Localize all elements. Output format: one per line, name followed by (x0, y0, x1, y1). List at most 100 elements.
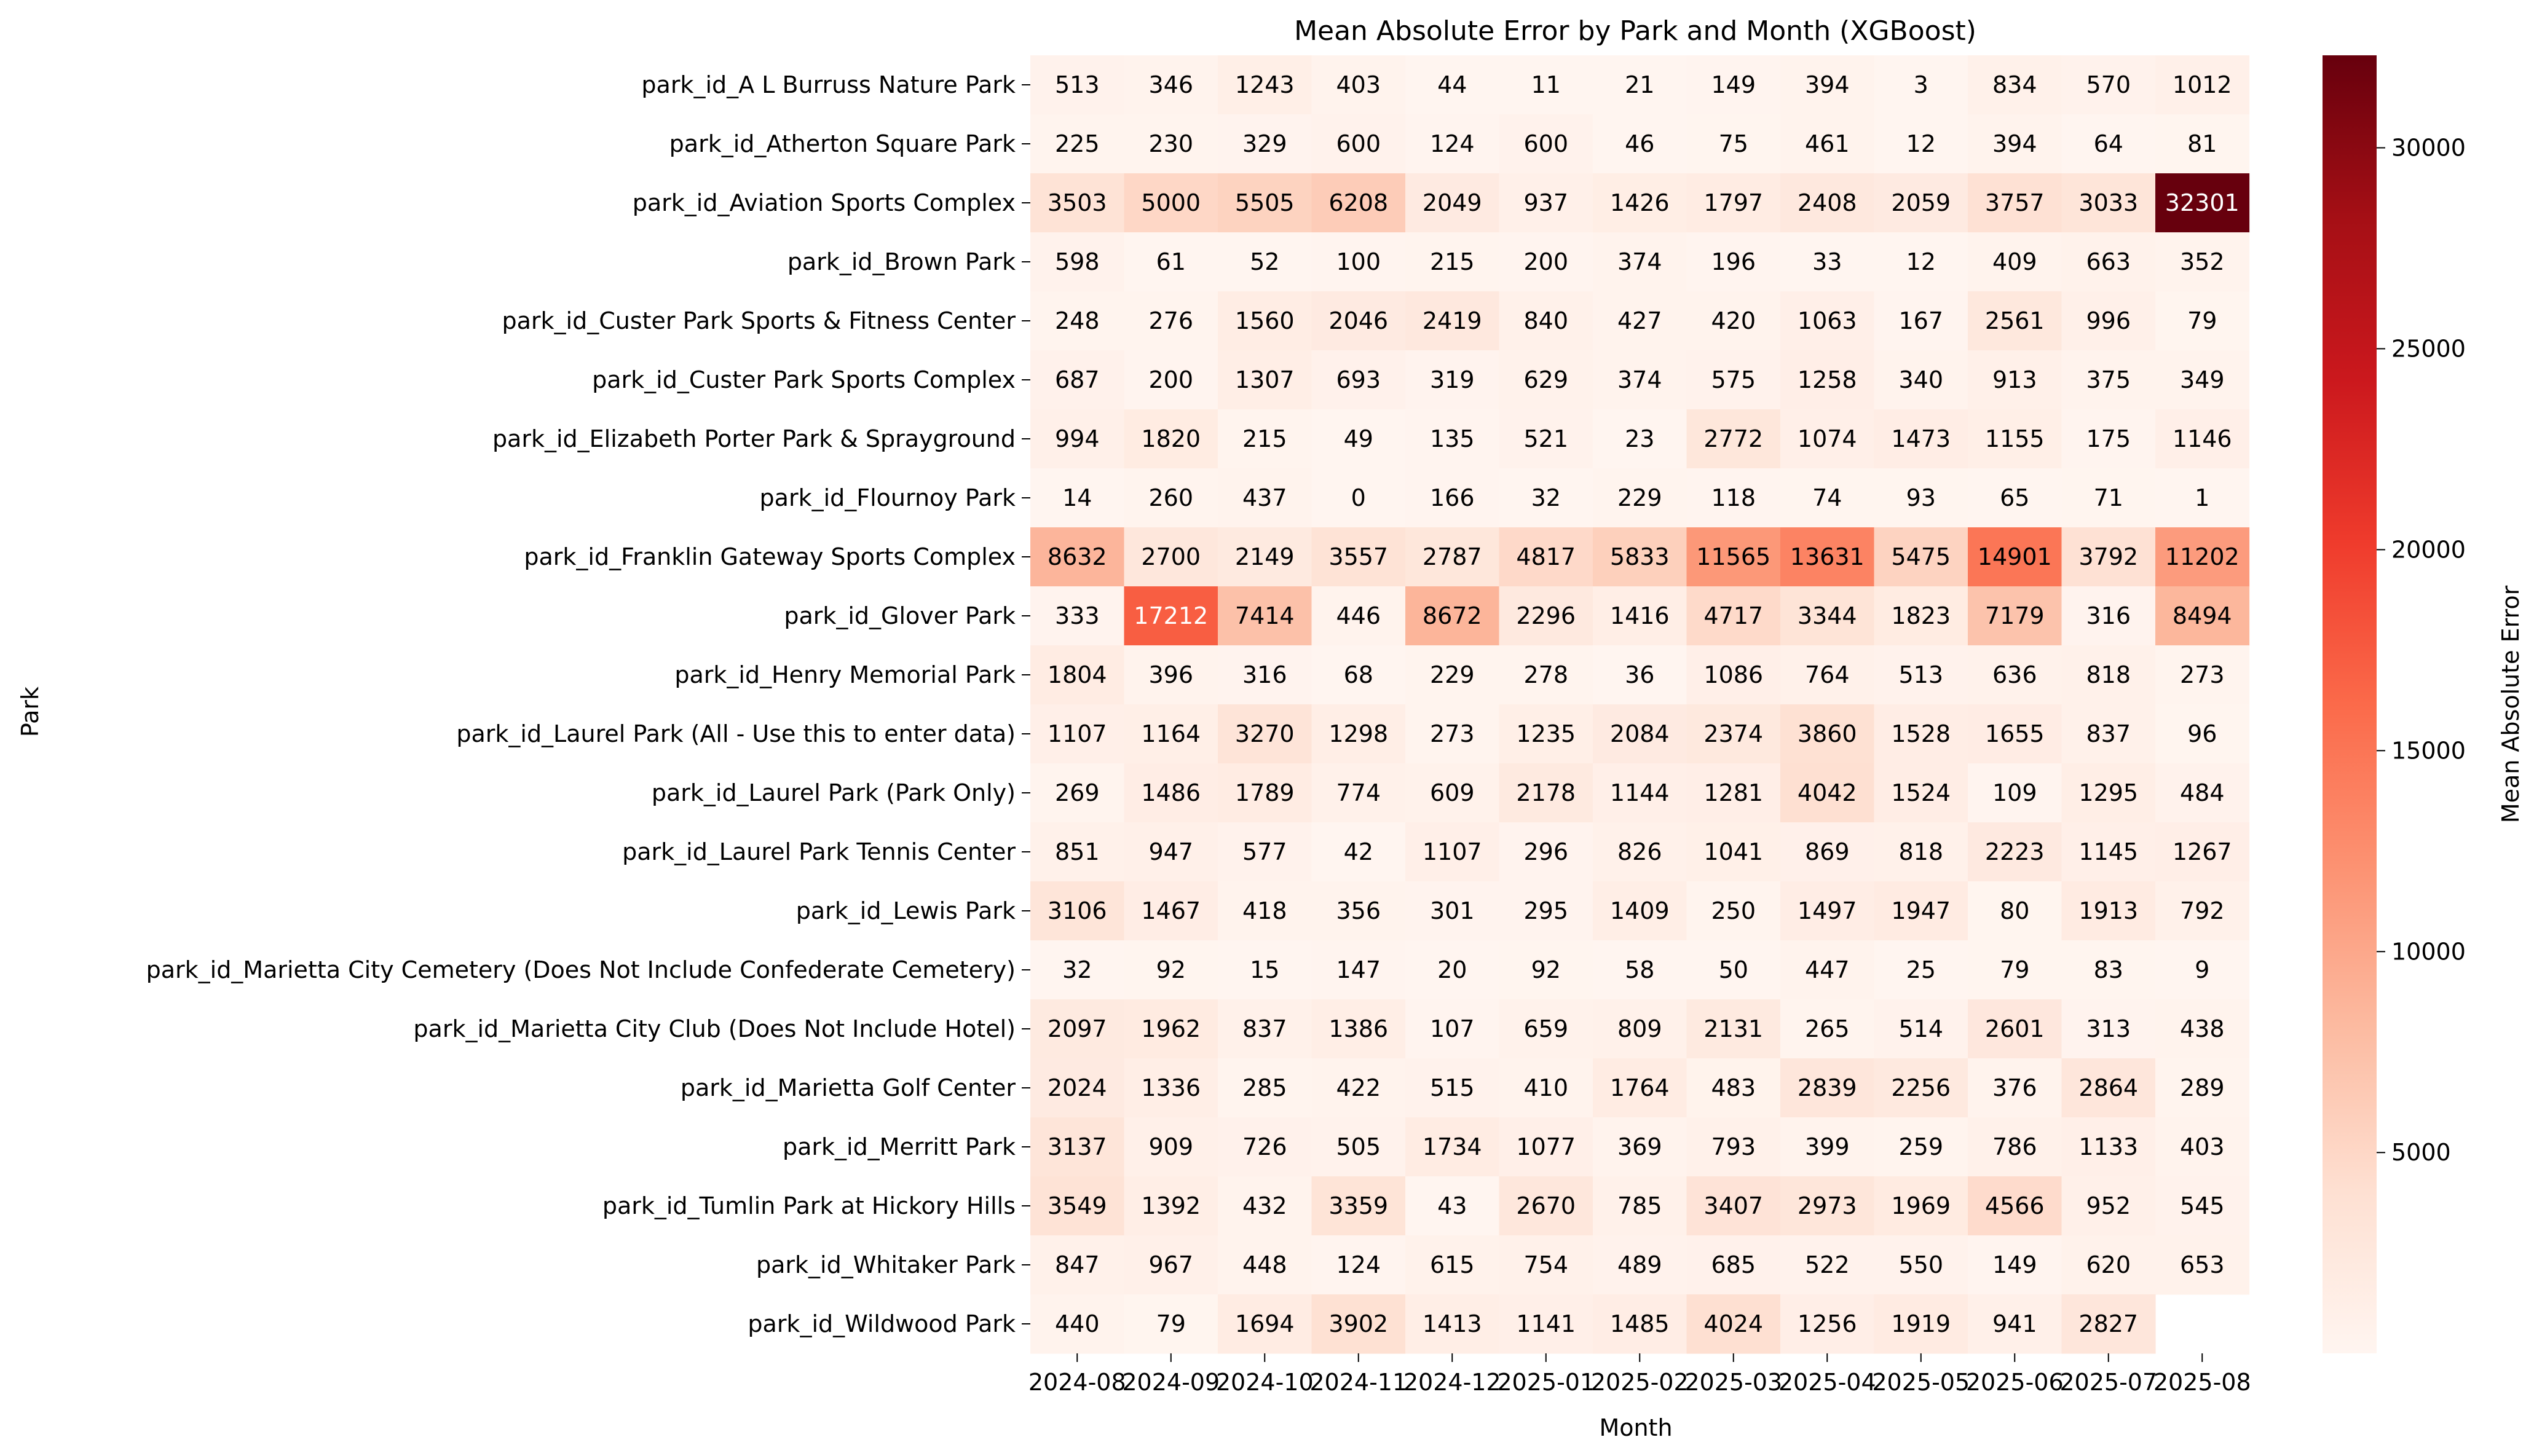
cell-value-label: 1298 (1328, 720, 1388, 747)
cell-value-label: 52 (1250, 248, 1279, 275)
heatmap-cell (1030, 1117, 1125, 1177)
y-axis-label: Park (17, 687, 44, 737)
cell-value-label: 5000 (1141, 189, 1201, 216)
heatmap-cell (2155, 940, 2250, 1000)
chart-title: Mean Absolute Error by Park and Month (X… (1294, 15, 1976, 47)
cell-value-label: 1063 (1798, 307, 1857, 334)
cell-value-label: 1336 (1141, 1074, 1201, 1101)
heatmap-cell (1124, 468, 1218, 528)
x-tick-label: 2025-07 (2059, 1369, 2157, 1396)
cell-value-label: 818 (1898, 838, 1943, 865)
heatmap-cell (1686, 291, 1781, 351)
heatmap-cell (1030, 1294, 1125, 1354)
cell-value-label: 615 (1430, 1251, 1475, 1278)
heatmap-cell (1405, 822, 1500, 882)
heatmap-cell (1593, 1294, 1687, 1354)
heatmap-cell (1124, 527, 1218, 587)
cell-value-label: 600 (1336, 130, 1381, 157)
cell-value-label: 4024 (1703, 1310, 1763, 1337)
x-tick-label: 2025-06 (1966, 1369, 2064, 1396)
cell-value-label: 1145 (2078, 838, 2138, 865)
heatmap-cell (1124, 232, 1218, 292)
heatmap-cell (1030, 291, 1125, 351)
cell-value-label: 14 (1062, 484, 1092, 511)
heatmap-cell (1686, 940, 1781, 1000)
heatmap-cell (1124, 173, 1218, 233)
heatmap-cell (1499, 881, 1593, 941)
cell-value-label: 80 (2000, 897, 2029, 924)
heatmap-cell (1030, 468, 1125, 528)
heatmap-cell (1124, 114, 1218, 174)
heatmap-cell (1968, 1235, 2062, 1295)
cell-value-label: 20 (1437, 956, 1467, 983)
heatmap-cell (1405, 468, 1500, 528)
heatmap-cell (1124, 1058, 1218, 1118)
cell-value-label: 1012 (2173, 71, 2232, 98)
cell-value-label: 3 (1914, 71, 1928, 98)
cell-value-label: 25 (1906, 956, 1936, 983)
cell-value-label: 847 (1055, 1251, 1100, 1278)
x-tick-label: 2025-05 (1872, 1369, 1970, 1396)
heatmap-cell (1686, 350, 1781, 410)
cell-value-label: 394 (1992, 130, 2037, 157)
y-tick-label: park_id_Atherton Square Park (669, 130, 1016, 157)
cell-value-label: 43 (1437, 1192, 1467, 1219)
heatmap-cell (1030, 940, 1125, 1000)
cell-value-label: 3902 (1328, 1310, 1388, 1337)
heatmap-cell (1593, 1235, 1687, 1295)
cell-value-label: 1235 (1516, 720, 1576, 747)
cell-value-label: 1077 (1516, 1133, 1576, 1160)
cell-value-label: 1141 (1516, 1310, 1576, 1337)
y-tick-label: park_id_Flournoy Park (760, 484, 1016, 511)
cell-value-label: 7179 (1985, 602, 2045, 629)
heatmap-cell (1311, 822, 1406, 882)
heatmap-cell (1499, 291, 1593, 351)
x-axis-label: Month (1599, 1414, 1672, 1441)
heatmap-cell (1686, 586, 1781, 646)
y-tick-label: park_id_Custer Park Sports & Fitness Cen… (502, 307, 1016, 334)
heatmap-cell (1124, 704, 1218, 764)
cell-value-label: 269 (1055, 779, 1100, 806)
heatmap-cell (1499, 114, 1593, 174)
heatmap-cell (1499, 350, 1593, 410)
heatmap-cell (1780, 527, 1875, 587)
y-tick-label: park_id_Elizabeth Porter Park & Spraygro… (492, 425, 1016, 452)
cell-value-label: 420 (1711, 307, 1756, 334)
heatmap-cell (1593, 1058, 1687, 1118)
cell-value-label: 215 (1242, 425, 1287, 452)
cell-value-label: 2973 (1798, 1192, 1857, 1219)
heatmap-cell (1874, 409, 1968, 469)
heatmap-cell (1874, 468, 1968, 528)
heatmap-cell (1218, 527, 1312, 587)
heatmap-cell (1218, 291, 1312, 351)
cell-value-label: 2700 (1141, 543, 1201, 570)
heatmap-cell (2061, 55, 2156, 115)
heatmap-cell (1780, 704, 1875, 764)
cell-value-label: 319 (1430, 366, 1475, 393)
cell-value-label: 550 (1898, 1251, 1943, 1278)
heatmap-cell (1593, 1176, 1687, 1236)
y-tick-label: park_id_Glover Park (784, 602, 1016, 629)
cell-value-label: 36 (1625, 661, 1654, 688)
heatmap-cell (1780, 1294, 1875, 1354)
heatmap-cell (1686, 173, 1781, 233)
heatmap-cell (1780, 55, 1875, 115)
heatmap-cell (1405, 1235, 1500, 1295)
cell-value-label: 438 (2180, 1015, 2225, 1042)
heatmap-cell (1405, 350, 1500, 410)
cell-value-label: 230 (1148, 130, 1193, 157)
heatmap-cell (1311, 940, 1406, 1000)
heatmap-cell (1499, 704, 1593, 764)
cell-value-label: 2787 (1423, 543, 1482, 570)
cell-value-label: 505 (1336, 1133, 1381, 1160)
cell-value-label: 422 (1336, 1074, 1381, 1101)
cell-value-label: 545 (2180, 1192, 2225, 1219)
heatmap-cell (2155, 468, 2250, 528)
cell-value-label: 663 (2086, 248, 2131, 275)
heatmap-cell (1218, 409, 1312, 469)
heatmap-cell (1405, 1058, 1500, 1118)
x-tick-label: 2025-01 (1497, 1369, 1595, 1396)
heatmap-cell (1218, 1058, 1312, 1118)
park-axis-labels: park_id_A L Burruss Nature Park park_id_A… (146, 71, 1030, 1337)
